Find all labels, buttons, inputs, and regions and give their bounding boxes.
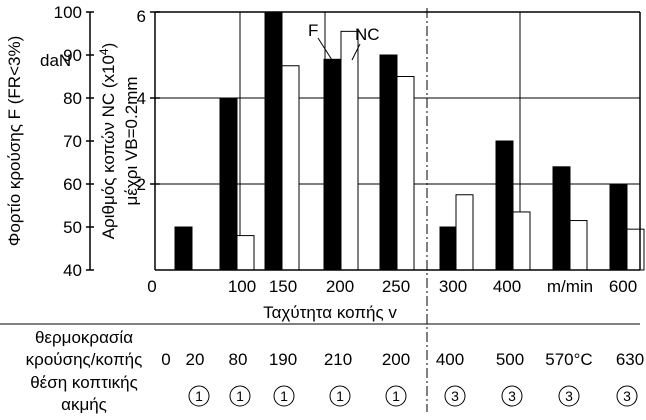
- temp-value-1: 20: [186, 350, 205, 369]
- left-axis-unit: daN: [40, 51, 71, 70]
- nc-bar-3: [340, 30, 359, 271]
- nc-bar-5: [455, 194, 474, 271]
- edge-position-2: 1: [273, 385, 295, 407]
- nc-bar-2: [281, 65, 300, 271]
- edge-position-7: 3: [558, 385, 580, 407]
- edge-number-1: 1: [236, 388, 244, 404]
- f-bar-5: [439, 226, 458, 271]
- x-tick-label-4: 250: [382, 277, 410, 296]
- temp-value-9: 630: [616, 350, 644, 369]
- x-tick-label-1: 100: [228, 277, 256, 296]
- annotation-nc-leader: [351, 43, 361, 61]
- right-tick-label-2: 2: [137, 175, 146, 194]
- f-bar-2: [264, 11, 283, 271]
- edge-circle-3: [329, 385, 351, 407]
- edge-label-line2: ακμής: [61, 395, 107, 414]
- temp-value-6: 400: [436, 350, 464, 369]
- nc-bar-1: [236, 235, 255, 271]
- edge-label-line1: θέση κοπτικής: [30, 373, 138, 392]
- temp-value-2: 80: [229, 350, 248, 369]
- temp-value-7: 500: [496, 350, 524, 369]
- edge-position-4: 1: [385, 385, 407, 407]
- temp-value-3: 190: [269, 350, 297, 369]
- right-tick-label-0: 6: [137, 7, 146, 26]
- temperature-values: 0 20 80 190 210 200 400 500 570°C 630: [161, 350, 644, 369]
- edge-position-5: 3: [444, 385, 466, 407]
- nc-bar-6: [512, 211, 531, 271]
- nc-bar-7: [569, 220, 588, 271]
- temp-value-4: 210: [324, 350, 352, 369]
- edge-circle-1: [229, 385, 251, 407]
- left-tick-label-5: 50: [63, 218, 82, 237]
- edge-number-3: 1: [336, 388, 344, 404]
- edge-number-6: 3: [508, 388, 516, 404]
- x-tick-label-0: 0: [147, 277, 156, 296]
- left-tick-label-1: 90: [63, 46, 82, 65]
- f-bar-0: [174, 226, 193, 271]
- x-tick-label-8: 600: [609, 277, 637, 296]
- x-tick-label-7: m/min: [547, 277, 593, 296]
- edge-circle-0: [188, 385, 210, 407]
- annotation-f-leader: [317, 37, 333, 61]
- nc-bar-8: [626, 228, 645, 271]
- f-bar-4: [379, 54, 398, 271]
- edge-number-8: 3: [623, 388, 631, 404]
- x-tick-label-2: 150: [269, 277, 297, 296]
- edge-number-0: 1: [195, 388, 203, 404]
- f-bar-7: [552, 166, 571, 271]
- edge-number-7: 3: [565, 388, 573, 404]
- edge-position-1: 1: [229, 385, 251, 407]
- nc-bar-4: [396, 76, 415, 271]
- bars: [174, 11, 645, 271]
- x-tick-labels: 0 100 150 200 250 300 400 m/min 600: [147, 277, 637, 296]
- left-tick-label-4: 60: [63, 175, 82, 194]
- edge-circle-5: [444, 385, 466, 407]
- left-tick-label-3: 70: [63, 132, 82, 151]
- x-tick-label-5: 300: [439, 277, 467, 296]
- left-tick-labels: 100 90 80 70 60 50 40: [54, 3, 82, 280]
- x-tick-label-6: 400: [493, 277, 521, 296]
- temp-value-0: 0: [161, 350, 170, 369]
- edge-position-values: 1 1 1 1 1 3 3 3 3: [188, 385, 638, 407]
- x-axis-label: Ταχύτητα κοπής v: [263, 303, 397, 322]
- f-bar-8: [609, 183, 628, 271]
- annotation-nc-label: NC: [355, 25, 380, 44]
- x-tick-label-3: 200: [326, 277, 354, 296]
- edge-position-6: 3: [501, 385, 523, 407]
- right-tick-label-1: 4: [137, 89, 146, 108]
- right-tick-labels: 6 4 2: [137, 7, 146, 194]
- edge-number-4: 1: [392, 388, 400, 404]
- edge-circle-8: [616, 385, 638, 407]
- edge-circle-4: [385, 385, 407, 407]
- axis-ticks: [86, 11, 160, 271]
- right-axis-label-line1: Αριθμός κοπών NC (x104): [97, 43, 118, 240]
- left-axis-label: Φορτίο κρούσης F (FR<3%): [5, 36, 24, 247]
- temp-value-5: 200: [382, 350, 410, 369]
- annotation-f-label: F: [308, 21, 318, 40]
- f-bar-3: [323, 58, 342, 271]
- left-tick-label-2: 80: [63, 89, 82, 108]
- temp-label-line2: κρούσης/κοπής: [26, 350, 143, 369]
- edge-circle-7: [558, 385, 580, 407]
- temp-label-line1: θερμοκρασία: [35, 328, 133, 347]
- edge-number-5: 3: [451, 388, 459, 404]
- left-tick-label-6: 40: [63, 261, 82, 280]
- edge-circle-6: [501, 385, 523, 407]
- left-tick-label-0: 100: [54, 3, 82, 22]
- edge-position-3: 1: [329, 385, 351, 407]
- f-bar-6: [495, 140, 514, 271]
- temp-value-8: 570°C: [545, 350, 592, 369]
- edge-position-0: 1: [188, 385, 210, 407]
- edge-circle-2: [273, 385, 295, 407]
- right-axis-label-line2: μέχρι VB=0.2mm: [122, 76, 141, 205]
- f-bar-1: [219, 97, 238, 271]
- edge-number-2: 1: [280, 388, 288, 404]
- edge-position-8: 3: [616, 385, 638, 407]
